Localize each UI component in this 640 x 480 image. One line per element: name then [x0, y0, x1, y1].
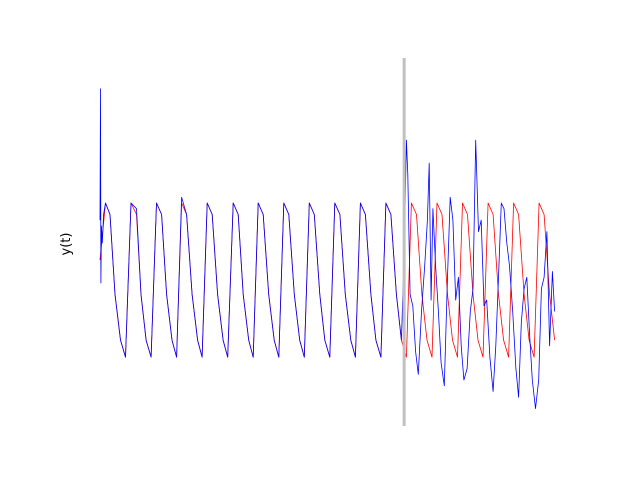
series-line-1 — [99, 202, 555, 358]
plot-area — [99, 58, 555, 426]
y-axis-label: y(t) — [59, 233, 74, 256]
series-line-2 — [99, 88, 555, 410]
